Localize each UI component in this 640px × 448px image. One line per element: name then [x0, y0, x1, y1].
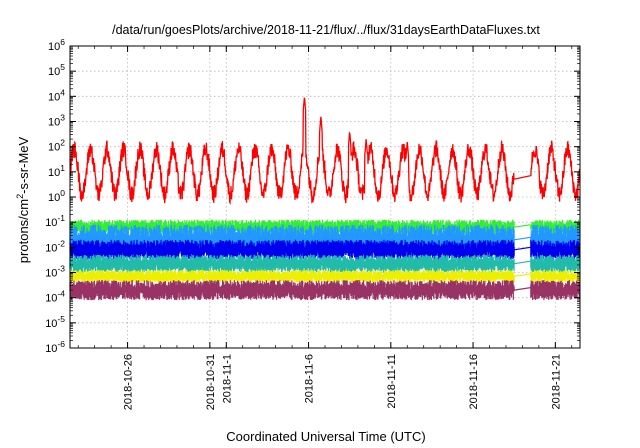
y-tick-label: 104: [48, 87, 65, 103]
x-tick-label: 2018-10-26: [123, 354, 135, 410]
y-tick-label: 101: [48, 163, 65, 179]
y-axis-title-rest: -s-sr-MeV: [16, 136, 31, 193]
y-tick-label: 10-6: [45, 339, 65, 355]
y-tick-label: 105: [48, 62, 65, 78]
x-tick-label: 2018-10-31: [205, 354, 217, 410]
y-tick-label: 100: [48, 188, 65, 204]
y-tick-label: 10-1: [45, 213, 65, 229]
x-tick-label: 2018-11-11: [386, 354, 398, 409]
y-axis-title-main: protons/cm: [16, 199, 31, 263]
x-axis-title: Coordinated Universal Time (UTC): [226, 429, 425, 444]
y-tick-label: 103: [48, 113, 65, 129]
y-tick-label: 10-3: [45, 264, 65, 280]
x-tick-label: 2018-11-16: [468, 354, 480, 409]
x-tick-label: 2018-11-1: [221, 354, 233, 403]
x-axis-ticks: 2018-10-26 2018-10-31 2018-11-1 2018-11-6 20…: [77, 46, 573, 410]
y-axis-title: protons/cm2-s-sr-MeV: [15, 136, 31, 263]
y-axis-title-exponent: 2: [15, 194, 25, 199]
y-tick-label: 10-2: [45, 238, 65, 254]
flux-series-7: [69, 280, 581, 301]
chart-title: /data/run/goesPlots/archive/2018-11-21/f…: [112, 23, 540, 37]
x-tick-label: 2018-11-21: [550, 354, 562, 409]
y-tick-label: 106: [48, 37, 65, 53]
y-tick-label: 102: [48, 138, 65, 154]
y-axis-ticks: 10-6 10-5 10-4 10-3 10-2 10-1 100 101 102 103 104 1…: [45, 37, 580, 355]
flux-series-1: [69, 97, 581, 206]
y-tick-label: 10-5: [45, 314, 65, 330]
x-tick-label: 2018-11-6: [304, 354, 316, 403]
y-tick-label: 10-4: [45, 289, 65, 305]
